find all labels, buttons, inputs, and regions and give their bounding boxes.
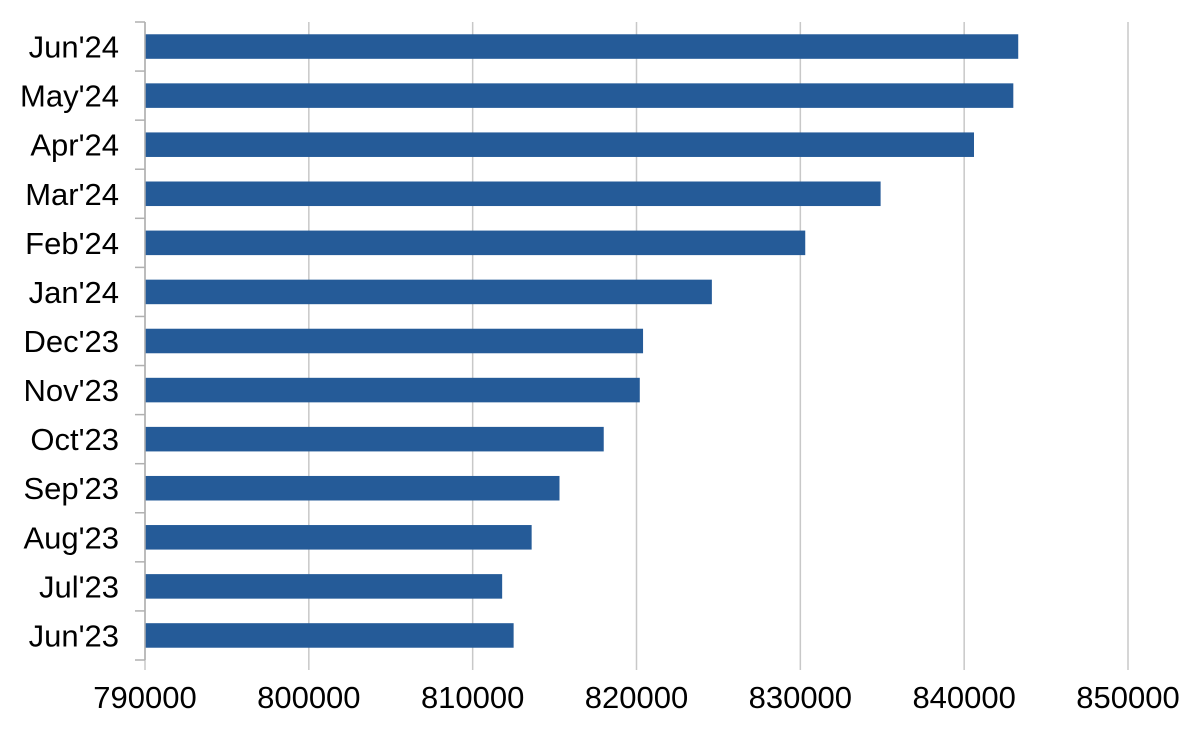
bar xyxy=(145,328,644,354)
y-category-label: Oct'23 xyxy=(30,422,119,457)
bar xyxy=(145,83,1014,108)
bar-layer xyxy=(145,34,1019,648)
bar xyxy=(145,426,604,452)
x-tick-label: 820000 xyxy=(585,680,688,715)
bar xyxy=(145,574,503,599)
bar xyxy=(145,377,640,403)
bar xyxy=(145,623,514,648)
y-category-label: Jun'23 xyxy=(29,618,119,653)
y-category-label: Apr'24 xyxy=(30,128,119,163)
axis-layer xyxy=(135,21,146,661)
x-tick-label: 840000 xyxy=(912,680,1015,715)
y-category-label: Jul'23 xyxy=(39,569,119,604)
y-category-label: Feb'24 xyxy=(25,226,119,261)
x-tick-label: 790000 xyxy=(93,680,196,715)
y-category-label: Jun'24 xyxy=(29,30,119,65)
x-tick-label: 800000 xyxy=(257,680,360,715)
x-tick-label: 810000 xyxy=(421,680,524,715)
bar xyxy=(145,132,974,157)
y-category-label: Mar'24 xyxy=(25,177,119,212)
bar xyxy=(145,34,1019,59)
bar xyxy=(145,525,532,550)
label-layer: 790000 800000 810000 820000 830000 840000 8500… xyxy=(20,30,1180,715)
y-category-label: Nov'23 xyxy=(23,373,119,408)
y-category-label: Dec'23 xyxy=(23,324,119,359)
y-category-label: May'24 xyxy=(20,79,119,114)
bar xyxy=(145,230,806,256)
y-category-label: Jan'24 xyxy=(29,275,119,310)
bar xyxy=(145,181,881,207)
y-category-label: Sep'23 xyxy=(23,471,119,506)
bar xyxy=(145,279,712,305)
y-category-label: Aug'23 xyxy=(23,520,119,555)
x-tick-label: 830000 xyxy=(749,680,852,715)
x-tick-label: 850000 xyxy=(1076,680,1179,715)
bar xyxy=(145,475,560,501)
